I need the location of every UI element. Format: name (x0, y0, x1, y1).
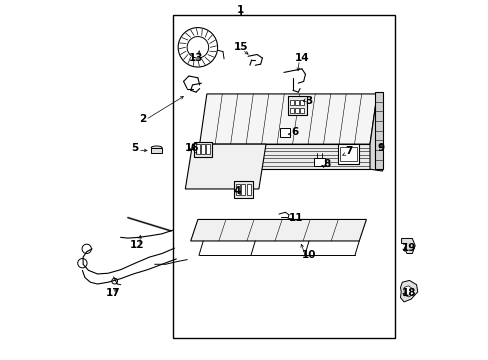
Circle shape (78, 258, 87, 268)
Text: 8: 8 (323, 159, 330, 169)
Bar (289, 108, 293, 113)
Text: 10: 10 (301, 250, 316, 260)
Text: 12: 12 (129, 239, 144, 249)
Polygon shape (375, 92, 383, 169)
Text: 4: 4 (233, 186, 241, 196)
Bar (151, 148, 162, 153)
Bar (314, 158, 325, 166)
Text: 2: 2 (139, 114, 145, 124)
Bar (294, 108, 298, 113)
Circle shape (112, 278, 117, 284)
Polygon shape (401, 238, 414, 253)
Bar (300, 100, 304, 105)
Text: 5: 5 (131, 143, 139, 153)
Bar (300, 108, 304, 113)
Text: 6: 6 (290, 127, 298, 136)
Text: 17: 17 (106, 288, 121, 298)
Circle shape (298, 84, 303, 89)
Bar (279, 128, 290, 137)
Polygon shape (369, 94, 382, 171)
Text: 14: 14 (294, 53, 308, 63)
Polygon shape (185, 144, 265, 189)
Text: 1: 1 (237, 5, 244, 15)
Polygon shape (199, 94, 376, 144)
Bar (289, 100, 293, 105)
Ellipse shape (151, 146, 162, 149)
Bar (233, 181, 253, 198)
Text: 3: 3 (305, 96, 312, 106)
Bar (194, 141, 212, 157)
Polygon shape (403, 286, 412, 297)
Text: 16: 16 (185, 143, 199, 153)
Text: 11: 11 (289, 213, 303, 222)
Circle shape (187, 37, 208, 58)
Bar (201, 144, 204, 154)
Bar (337, 144, 359, 164)
Bar (246, 184, 250, 195)
Bar (241, 184, 244, 195)
Text: 15: 15 (233, 42, 247, 52)
Text: 9: 9 (376, 143, 384, 153)
Circle shape (82, 244, 91, 253)
Bar (206, 144, 209, 154)
Polygon shape (199, 144, 369, 169)
Polygon shape (400, 280, 417, 302)
Bar (287, 96, 306, 116)
Bar (294, 100, 298, 105)
Text: 7: 7 (344, 146, 351, 156)
Bar (340, 147, 356, 161)
Text: 13: 13 (188, 53, 203, 63)
Text: 19: 19 (402, 243, 416, 253)
Text: 18: 18 (402, 288, 416, 298)
Polygon shape (190, 220, 366, 241)
Bar (235, 184, 239, 195)
Circle shape (178, 28, 217, 67)
Bar (172, 15, 394, 338)
Bar (196, 144, 199, 154)
